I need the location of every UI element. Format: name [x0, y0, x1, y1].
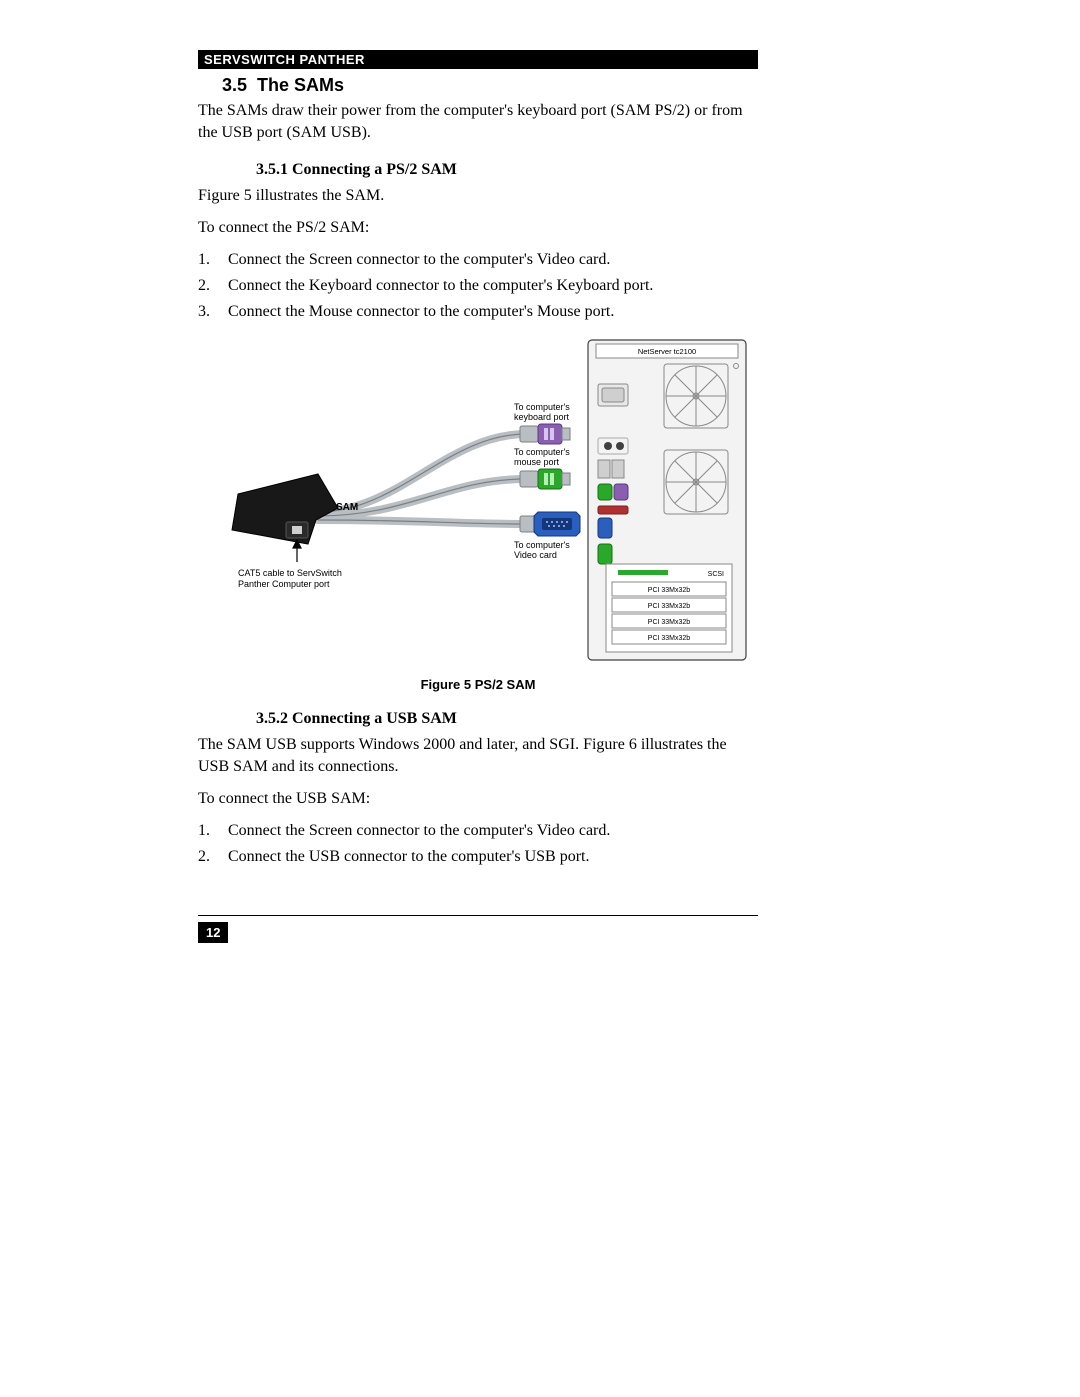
figure-5-caption: Figure 5 PS/2 SAM [198, 677, 758, 692]
sam-device-icon [232, 474, 338, 544]
scsi-label: SCSI [708, 571, 724, 578]
list-item: 3.Connect the Mouse connector to the com… [198, 300, 758, 324]
section-heading: 3.5 The SAMs [222, 75, 758, 96]
video-label-2: Video card [514, 550, 557, 560]
list-item: 1.Connect the Screen connector to the co… [198, 819, 758, 843]
kb-label-1: To computer's [514, 402, 570, 412]
video-label-1: To computer's [514, 540, 570, 550]
list-number: 1. [198, 248, 228, 272]
subsection-1-heading: 3.5.1 Connecting a PS/2 SAM [256, 161, 758, 179]
svg-text:PCI 33Mx32b: PCI 33Mx32b [648, 587, 691, 594]
figure-5: NetServer tc2100 [198, 334, 758, 669]
svg-text:PCI 33Mx32b: PCI 33Mx32b [648, 635, 691, 642]
mouse-label-2: mouse port [514, 457, 560, 467]
section-intro: The SAMs draw their power from the compu… [198, 100, 758, 143]
kb-label-2: keyboard port [514, 412, 570, 422]
sub2-steps: 1.Connect the Screen connector to the co… [198, 819, 758, 869]
list-item: 2.Connect the USB connector to the compu… [198, 845, 758, 869]
mouse-connector-icon [520, 469, 570, 489]
list-text: Connect the Screen connector to the comp… [228, 819, 610, 843]
page-number: 12 [198, 922, 228, 943]
cat5-arrow-icon [293, 540, 301, 562]
cat5-label-1: CAT5 cable to ServSwitch [238, 568, 342, 578]
computer-tower-icon: NetServer tc2100 [588, 340, 746, 660]
doc-header-bar: SERVSWITCH PANTHER [198, 50, 758, 69]
section-number: 3.5 [222, 75, 247, 95]
sam-label: SAM [336, 502, 358, 513]
cat5-label-2: Panther Computer port [238, 579, 330, 589]
sub1-line1: Figure 5 illustrates the SAM. [198, 185, 758, 207]
sub2-line2: To connect the USB SAM: [198, 788, 758, 810]
list-item: 1.Connect the Screen connector to the co… [198, 248, 758, 272]
footer-rule [198, 915, 758, 916]
section-title: The SAMs [257, 75, 344, 95]
subsection-2-heading: 3.5.2 Connecting a USB SAM [256, 710, 758, 728]
svg-text:PCI 33Mx32b: PCI 33Mx32b [648, 619, 691, 626]
mouse-label-1: To computer's [514, 447, 570, 457]
sub2-line1: The SAM USB supports Windows 2000 and la… [198, 734, 758, 777]
subsection-1-title: Connecting a PS/2 SAM [292, 161, 457, 178]
list-item: 2.Connect the Keyboard connector to the … [198, 274, 758, 298]
list-text: Connect the Screen connector to the comp… [228, 248, 610, 272]
list-text: Connect the Keyboard connector to the co… [228, 274, 653, 298]
vga-connector-icon [520, 512, 580, 536]
list-text: Connect the Mouse connector to the compu… [228, 300, 614, 324]
list-number: 2. [198, 274, 228, 298]
list-number: 2. [198, 845, 228, 869]
subsection-1-number: 3.5.1 [256, 161, 288, 178]
list-text: Connect the USB connector to the compute… [228, 845, 590, 869]
tower-title: NetServer tc2100 [638, 347, 696, 356]
sub1-line2: To connect the PS/2 SAM: [198, 217, 758, 239]
subsection-2-number: 3.5.2 [256, 710, 288, 727]
sub1-steps: 1.Connect the Screen connector to the co… [198, 248, 758, 324]
figure-5-svg: NetServer tc2100 [198, 334, 758, 664]
subsection-2-title: Connecting a USB SAM [292, 710, 457, 727]
keyboard-connector-icon [520, 424, 570, 444]
list-number: 3. [198, 300, 228, 324]
svg-text:PCI 33Mx32b: PCI 33Mx32b [648, 603, 691, 610]
list-number: 1. [198, 819, 228, 843]
